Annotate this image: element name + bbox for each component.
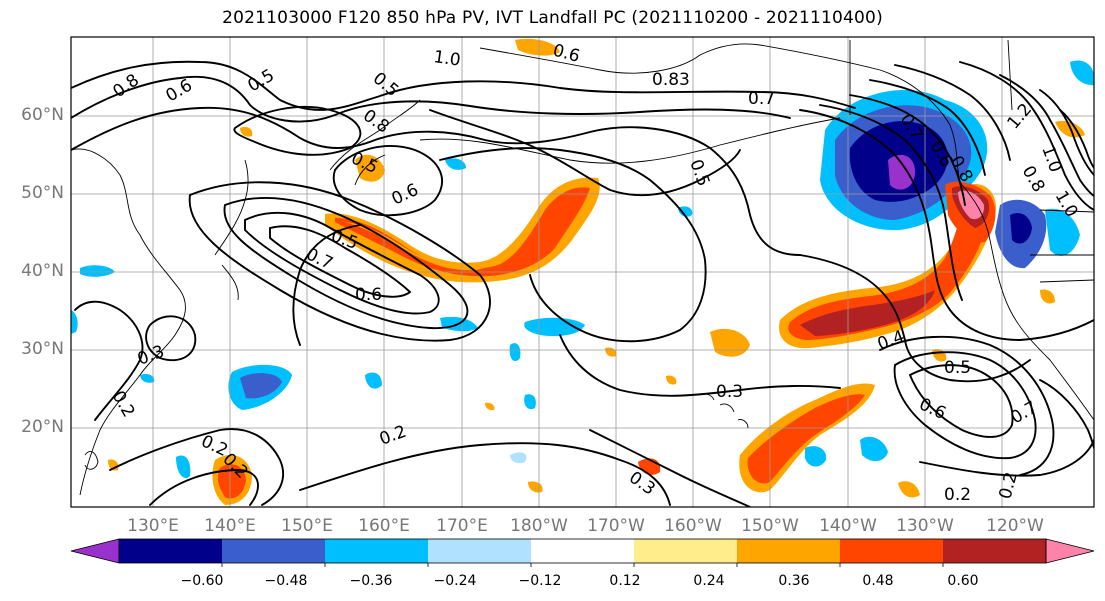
contour-label: 0.8 <box>109 70 143 102</box>
contour-label: 0.3 <box>135 342 167 370</box>
colorbar-tick-label: 0.12 <box>609 573 641 589</box>
colorbar-swatch <box>222 539 326 563</box>
colorbar-swatch <box>737 539 841 563</box>
contour-label: 0.7 <box>303 244 336 274</box>
contour-label: 0.5 <box>245 65 278 96</box>
coastline-bering <box>479 43 761 74</box>
coastline-alaska <box>759 44 963 186</box>
colorbar-swatch <box>119 539 223 563</box>
contour-label: 0.83 <box>652 70 690 90</box>
colorbar-swatch <box>840 539 944 563</box>
lat-label: 30°N <box>21 339 64 359</box>
lon-label: 160°E <box>358 516 410 536</box>
contour-lines <box>71 60 1094 507</box>
colorbar-tick-label: −0.48 <box>264 573 308 589</box>
coastline-asia <box>71 148 186 496</box>
negative-anomaly-blobs <box>71 60 1094 479</box>
lat-label: 20°N <box>21 417 64 437</box>
colorbar-tick-label: −0.36 <box>349 573 393 589</box>
colorbar-extend-max <box>1045 538 1095 564</box>
colorbar-swatch <box>943 539 1047 563</box>
lon-label: 140°E <box>204 516 256 536</box>
contour-label: 0.6 <box>355 285 382 305</box>
lon-label: 170°E <box>436 516 488 536</box>
colorbar-swatch <box>428 539 532 563</box>
contour-label: 0.5 <box>369 69 403 102</box>
lat-label: 60°N <box>21 105 64 125</box>
contour-label: 0.6 <box>389 180 422 210</box>
colorbar-swatch <box>325 539 429 563</box>
colorbar-swatch <box>531 539 635 563</box>
contour-label: 1.0 <box>432 47 462 71</box>
colorbar-tick-label: 0.60 <box>947 573 979 589</box>
lat-label: 50°N <box>21 183 64 203</box>
coastlines <box>71 39 1094 496</box>
state-borders <box>849 39 1094 283</box>
positive-anomaly-blobs <box>108 38 1085 505</box>
contour-label: 0.6 <box>551 41 582 67</box>
lon-label: 150°W <box>741 516 799 536</box>
coastline-philippines <box>84 451 99 470</box>
colorbar-tick-label: −0.60 <box>180 573 224 589</box>
colorbar-tick-label: 0.36 <box>778 573 810 589</box>
lat-label: 40°N <box>21 261 64 281</box>
contour-label: 0.2 <box>108 388 139 421</box>
coastline-north-america <box>961 184 1094 421</box>
colorbar-tick-label: 0.48 <box>862 573 894 589</box>
map-title: 2021103000 F120 850 hPa PV, IVT Landfall… <box>222 8 883 28</box>
lon-label: 160°W <box>664 516 722 536</box>
contour-label: 1.2 <box>1004 100 1037 134</box>
lon-label: 130°W <box>896 516 954 536</box>
contour-label: 0.3 <box>716 382 743 402</box>
colorbar <box>70 538 1095 567</box>
lon-label: 180°W <box>510 516 568 536</box>
map-frame <box>70 36 1095 508</box>
contour-label: 0.8 <box>359 106 393 138</box>
contour-label: 0.2 <box>377 422 409 450</box>
lon-label: 170°W <box>587 516 645 536</box>
lon-label: 150°E <box>281 516 333 536</box>
lon-label: 140°W <box>819 516 877 536</box>
colorbar-extend-min <box>70 538 120 564</box>
coastline-aleutians <box>419 117 841 164</box>
coastline-kamchatka <box>329 99 421 186</box>
contour-label: 1.0 <box>1037 143 1065 175</box>
lon-label: 120°W <box>986 516 1044 536</box>
colorbar-frame <box>118 538 1047 564</box>
contour-label: 0.7 <box>748 89 775 109</box>
colorbar-tick-label: 0.24 <box>693 573 725 589</box>
colorbar-swatch <box>634 539 738 563</box>
contour-label: 0.5 <box>944 358 971 378</box>
colorbar-tick-label: −0.24 <box>433 573 477 589</box>
contour-label: 0.2 <box>944 485 971 505</box>
colorbar-tick-label: −0.12 <box>518 573 562 589</box>
lon-label: 130°E <box>127 516 179 536</box>
